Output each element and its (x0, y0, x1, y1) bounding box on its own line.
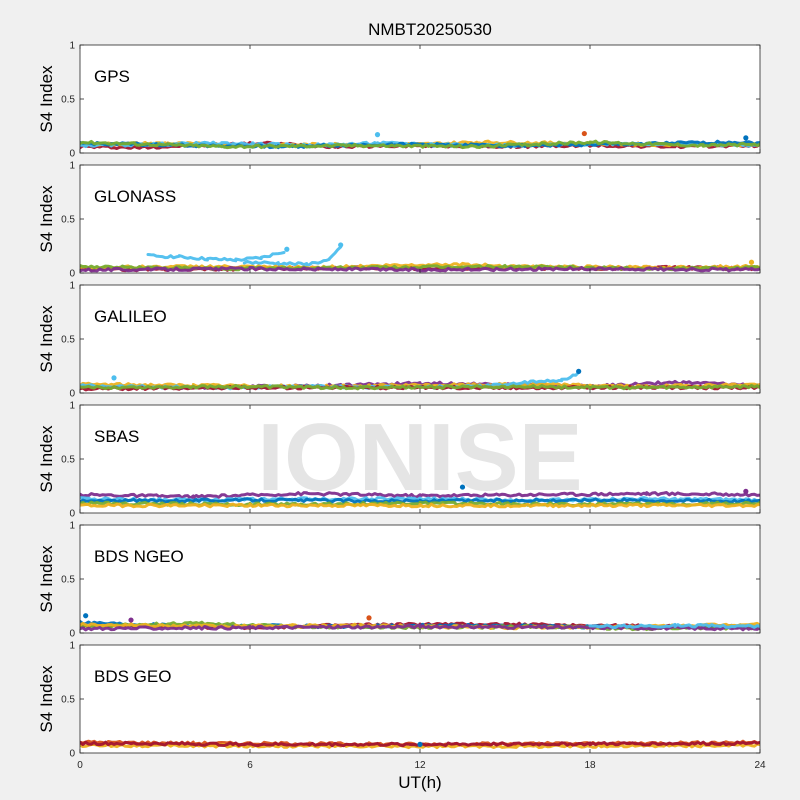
panel-label: SBAS (94, 427, 139, 446)
y-tick-label: 1 (69, 401, 75, 412)
data-track (80, 139, 760, 150)
x-axis-label: UT(h) (398, 773, 441, 792)
y-tick-label: 1 (69, 161, 75, 172)
y-tick-label: 1 (69, 41, 75, 52)
data-point (374, 132, 381, 138)
y-tick-label: 0 (69, 509, 75, 520)
data-point (366, 615, 372, 621)
data-track (80, 491, 760, 500)
data-track (588, 622, 760, 629)
y-axis-label: S4 Index (37, 65, 56, 133)
watermark: IONISE (257, 404, 582, 511)
y-tick-label: 1 (69, 521, 75, 532)
y-tick-label: 0.5 (61, 215, 75, 226)
data-point (284, 246, 290, 252)
data-point (111, 375, 117, 381)
y-tick-label: 0 (69, 149, 75, 160)
data-point (417, 741, 423, 747)
y-tick-label: 0.5 (61, 455, 75, 466)
y-tick-label: 0.5 (61, 695, 75, 706)
panel-data (80, 368, 760, 392)
y-axis-label: S4 Index (37, 425, 56, 493)
data-point (748, 259, 755, 265)
panel-data (80, 739, 760, 750)
panel-label: BDS GEO (94, 667, 171, 686)
panel-data (80, 484, 760, 509)
y-tick-label: 0.5 (61, 335, 75, 346)
y-axis-label: S4 Index (37, 305, 56, 373)
y-tick-label: 0.5 (61, 575, 75, 586)
panel-galileo: 0 0.5 1 S4 Index GALILEO (37, 281, 761, 400)
data-track (146, 251, 286, 263)
panel-sbas: 0 0.5 1 S4 Index SBAS (37, 401, 761, 520)
panel-label: GLONASS (94, 187, 176, 206)
panel-glonass: 0 0.5 1 S4 Index GLONASS (37, 161, 761, 280)
y-tick-label: 0.5 (61, 95, 75, 106)
panel-background (80, 645, 760, 753)
panel-background (80, 525, 760, 633)
chart-title: NMBT20250530 (368, 20, 492, 39)
panel-label: GPS (94, 67, 130, 86)
y-tick-label: 0 (69, 749, 75, 760)
panel-label: BDS NGEO (94, 547, 184, 566)
data-track (80, 623, 760, 632)
panel-data (80, 613, 760, 632)
panel-data (80, 130, 760, 150)
y-axis-label: S4 Index (37, 665, 56, 733)
data-point (743, 135, 749, 141)
data-track (80, 502, 760, 509)
y-tick-label: 0 (69, 269, 75, 280)
panel-gps: 0 0.5 1 S4 Index GPS (37, 41, 761, 160)
panel-background (80, 45, 760, 153)
panel-bds-ngeo: 0 0.5 1 S4 Index BDS NGEO (37, 521, 761, 640)
data-point (743, 488, 749, 494)
panel-data (80, 242, 760, 273)
data-track (242, 245, 343, 267)
data-track (80, 383, 760, 391)
y-axis-label: S4 Index (37, 185, 56, 253)
x-tick-label: 24 (754, 760, 766, 771)
x-tick-label: 12 (414, 760, 426, 771)
y-tick-label: 0 (69, 389, 75, 400)
y-axis-label: S4 Index (37, 545, 56, 613)
y-tick-label: 1 (69, 641, 75, 652)
y-tick-label: 1 (69, 281, 75, 292)
x-tick-label: 18 (584, 760, 596, 771)
data-point (459, 484, 466, 490)
data-point (83, 613, 89, 619)
panel-background (80, 165, 760, 273)
panel-background (80, 285, 760, 393)
y-tick-label: 0 (69, 629, 75, 640)
x-tick-label: 6 (247, 760, 253, 771)
panel-bds-geo: 0 0.5 1 S4 Index BDS GEO (37, 641, 761, 760)
data-point (128, 617, 134, 623)
data-point (576, 368, 582, 374)
data-point (581, 130, 587, 137)
data-point (338, 242, 344, 248)
panel-label: GALILEO (94, 307, 167, 326)
x-tick-label: 0 (77, 760, 83, 771)
